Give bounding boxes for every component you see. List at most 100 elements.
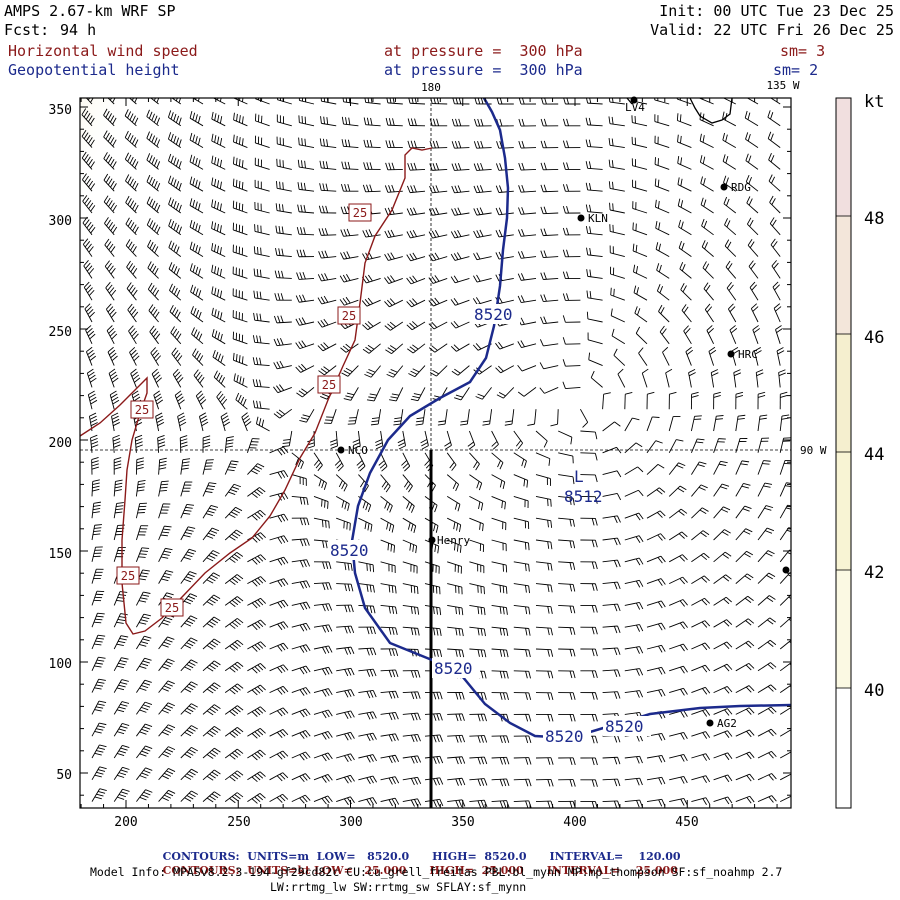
colorbar-label: 44	[864, 445, 884, 465]
wind-barb	[669, 687, 688, 696]
wind-barb	[735, 685, 755, 693]
wind-barb	[749, 281, 759, 301]
wind-barb	[757, 706, 777, 715]
wind-barb	[624, 624, 644, 632]
wind-barb	[91, 634, 106, 650]
wind-barb	[103, 108, 117, 127]
wind-barb	[324, 409, 337, 424]
wind-barb	[779, 751, 791, 759]
wind-barb	[611, 328, 626, 345]
wind-barb	[665, 368, 673, 388]
wind-barb	[415, 409, 426, 426]
wind-barb	[150, 347, 162, 366]
wind-barb	[624, 601, 644, 610]
wind-barb	[513, 713, 532, 722]
wind-barb	[135, 502, 147, 519]
wind-barb	[735, 640, 755, 650]
wind-barb	[562, 140, 581, 149]
wind-barb	[469, 495, 484, 511]
wind-barb	[172, 368, 184, 388]
wind-barb	[170, 326, 182, 345]
footer-high: HIGH= 25.000	[429, 864, 524, 877]
colorbar-label: 42	[864, 563, 884, 583]
wind-barb	[135, 479, 146, 497]
wind-barb	[211, 264, 226, 279]
wind-barb	[269, 707, 289, 717]
wind-barb	[380, 604, 398, 615]
wind-barb	[491, 648, 509, 658]
wind-barb	[669, 621, 688, 630]
y-tick-label: 200	[49, 436, 72, 451]
wind-barb	[358, 647, 377, 656]
wind-barb	[585, 161, 603, 170]
wind-barb	[126, 282, 138, 301]
wind-barb	[646, 578, 666, 586]
wind-barb	[113, 679, 129, 693]
wind-barb	[410, 387, 426, 402]
wind-barb	[202, 459, 214, 475]
wind-barb	[447, 626, 464, 637]
wind-barb	[313, 645, 333, 654]
x-tick-label: 350	[451, 815, 474, 830]
wind-barb	[127, 303, 139, 323]
wind-barb	[313, 731, 333, 740]
wind-barb	[586, 311, 603, 323]
wind-barb	[669, 643, 688, 652]
wind-barb	[83, 281, 95, 301]
wind-barb	[113, 502, 124, 519]
wind-barb	[447, 561, 462, 574]
wind-barb	[654, 98, 670, 105]
wind-barb	[336, 604, 354, 613]
wind-barb	[775, 325, 783, 344]
wind-barb	[713, 641, 733, 650]
wind-barb	[473, 252, 492, 261]
wind-barb	[779, 482, 791, 497]
wind-barb	[356, 452, 366, 472]
wind-barb	[779, 616, 791, 628]
wind-barb	[691, 731, 711, 739]
wind-barb	[735, 729, 755, 738]
wind-barb	[558, 604, 576, 614]
wind-barb	[341, 139, 359, 149]
wind-barb	[451, 163, 470, 171]
wind-barb	[202, 572, 221, 584]
wind-barb	[380, 733, 399, 742]
wind-barb	[254, 113, 270, 127]
wind-barb	[212, 349, 226, 366]
wind-barb	[341, 116, 359, 127]
wind-barb	[103, 173, 117, 192]
wind-barb	[469, 583, 485, 595]
wind-barb	[291, 644, 311, 653]
wind-barb	[631, 136, 648, 149]
wind-barb	[224, 574, 244, 586]
wind-barb	[446, 474, 460, 492]
x-tick-label: 450	[675, 815, 698, 830]
wind-barb	[224, 483, 241, 497]
wind-barb	[180, 526, 196, 541]
wind-barb	[85, 325, 96, 344]
wind-barb	[562, 315, 581, 323]
wind-barb	[668, 462, 686, 475]
wind-barb	[211, 133, 226, 149]
wind-barb	[757, 437, 770, 453]
wind-barb	[157, 434, 166, 453]
wind-barb	[580, 604, 598, 613]
wind-barb	[646, 440, 663, 454]
wind-barb	[336, 667, 355, 677]
wind-barb	[713, 506, 731, 519]
wind-barb	[753, 347, 762, 366]
wind-barb	[713, 686, 733, 694]
wind-barb	[224, 618, 244, 629]
wind-barb	[769, 195, 781, 214]
wind-barb	[124, 130, 139, 148]
wind-barb	[246, 438, 260, 453]
wind-barb	[713, 708, 733, 716]
wind-barb	[681, 304, 692, 323]
wind-barb	[713, 796, 733, 805]
wind-barb	[602, 581, 621, 590]
wind-barb	[780, 795, 791, 803]
wind-barb	[151, 368, 162, 388]
wind-barb	[722, 154, 737, 170]
wind-barb	[232, 200, 248, 214]
wind-barb	[428, 297, 448, 307]
